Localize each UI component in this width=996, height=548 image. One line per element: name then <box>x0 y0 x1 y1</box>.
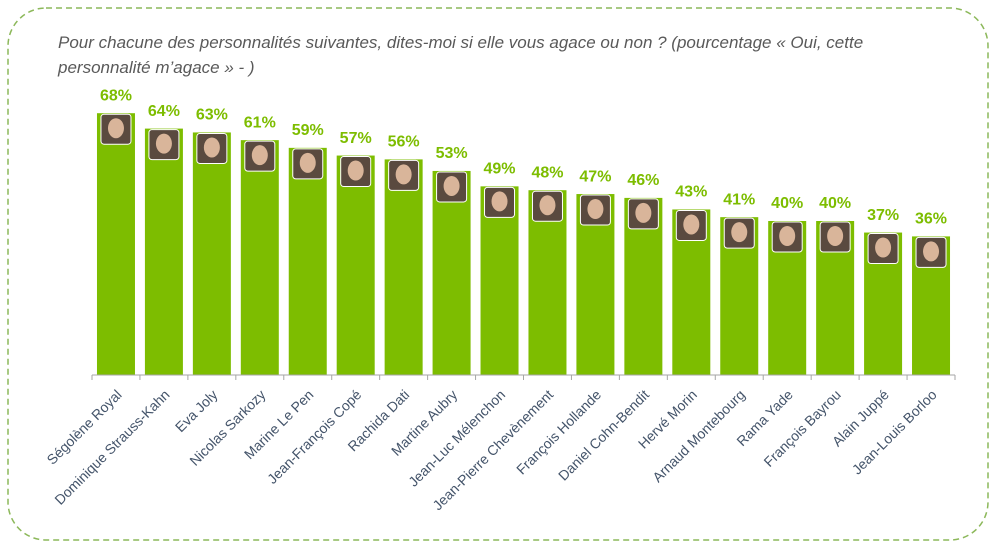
value-label: 68% <box>100 87 132 104</box>
bar <box>336 155 375 375</box>
value-label: 63% <box>196 107 228 124</box>
photo-face <box>251 145 268 166</box>
value-label: 43% <box>675 184 707 201</box>
bar <box>384 159 423 375</box>
photo-face <box>347 160 364 181</box>
value-label: 40% <box>819 195 851 212</box>
photo-face <box>155 133 172 154</box>
photo-face <box>443 175 460 196</box>
value-label: 57% <box>340 130 372 147</box>
value-label: 47% <box>579 168 611 185</box>
x-tick-label: Daniel Cohn-Bendit <box>555 386 652 483</box>
value-label: 41% <box>723 191 755 208</box>
value-label: 48% <box>531 164 563 181</box>
bar <box>144 128 183 375</box>
photo-face <box>587 199 604 220</box>
photo-face <box>395 164 412 185</box>
value-label: 59% <box>292 122 324 139</box>
photo-face <box>299 152 316 173</box>
value-label: 36% <box>915 211 947 228</box>
bar <box>288 147 327 375</box>
photo-face <box>923 241 940 262</box>
value-label: 49% <box>484 161 516 178</box>
bar <box>432 170 471 375</box>
chart-title: Pour chacune des personnalités suivantes… <box>58 33 864 77</box>
photo-face <box>731 222 748 243</box>
photo-face <box>875 237 892 258</box>
value-label: 56% <box>388 134 420 151</box>
photo-face <box>107 118 124 139</box>
photo-face <box>491 191 508 212</box>
photo-face <box>827 226 844 246</box>
photo-face <box>539 195 556 216</box>
photo-face <box>635 202 652 223</box>
photo-face <box>779 226 796 246</box>
frame <box>7 7 989 541</box>
value-label: 53% <box>436 145 468 162</box>
x-tick-label: François Hollande <box>513 386 604 477</box>
value-label: 40% <box>771 195 803 212</box>
bar <box>240 140 279 375</box>
x-tick-label: Arnaud Montebourg <box>649 386 748 485</box>
value-label: 61% <box>244 114 276 131</box>
photo-face <box>683 214 700 235</box>
x-tick-label: Jean-Louis Borloo <box>849 386 940 477</box>
value-label: 46% <box>627 172 659 189</box>
bar <box>96 113 135 375</box>
photo-face <box>203 137 220 158</box>
x-tick-label: Jean-François Copé <box>264 386 365 487</box>
x-tick-label: Eva Joly <box>172 386 221 435</box>
value-label: 37% <box>867 207 899 224</box>
bar <box>192 132 231 375</box>
value-label: 64% <box>148 103 180 120</box>
